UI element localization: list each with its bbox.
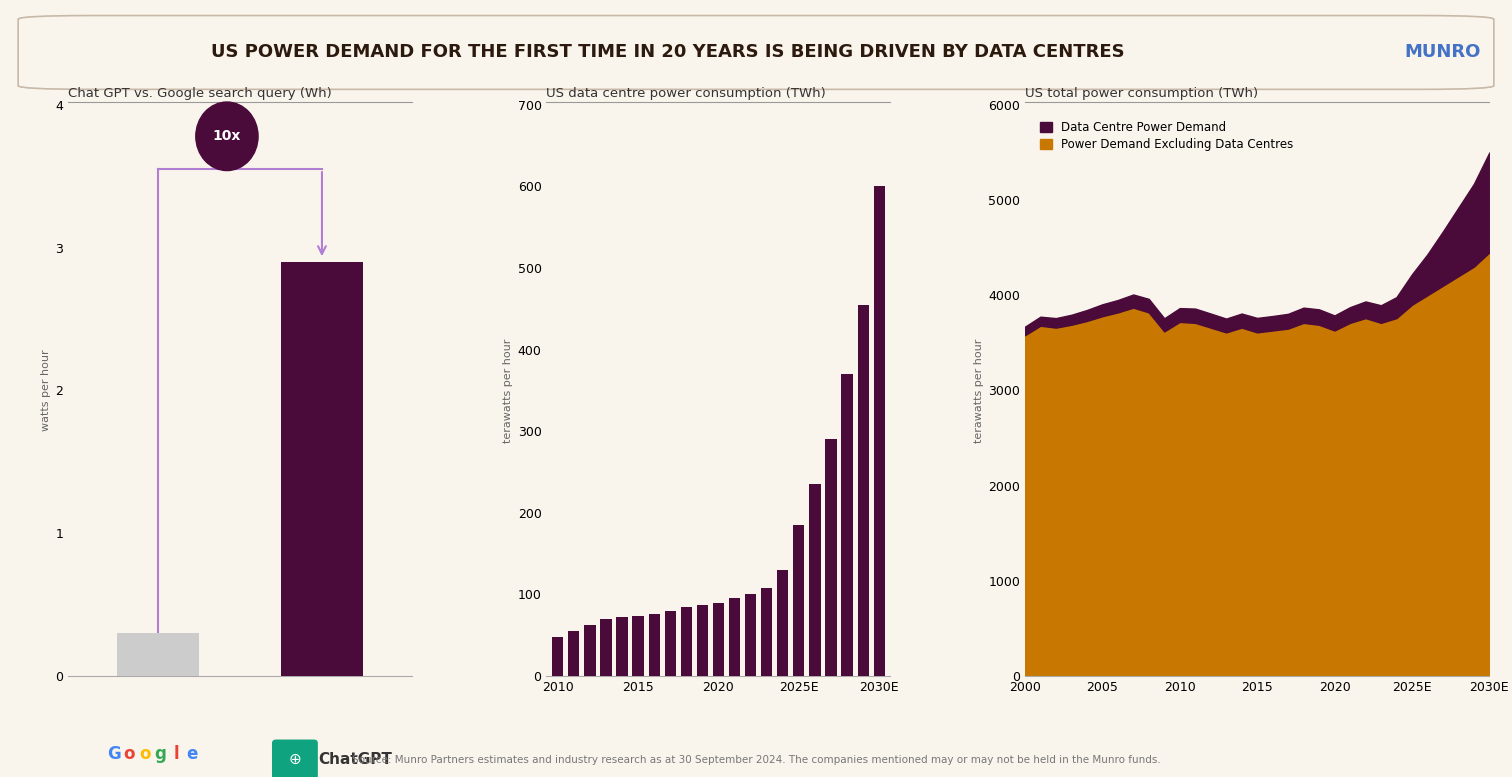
Bar	[761, 588, 773, 676]
Bar	[857, 305, 869, 676]
Legend: Data Centre Power Demand, Power Demand Excluding Data Centres: Data Centre Power Demand, Power Demand E…	[1036, 117, 1299, 155]
Text: Chat GPT vs. Google search query (Wh): Chat GPT vs. Google search query (Wh)	[68, 86, 331, 99]
Text: 10x: 10x	[213, 129, 240, 143]
Bar	[632, 616, 644, 676]
Text: ⊕: ⊕	[289, 752, 301, 767]
Text: US data centre power consumption (TWh): US data centre power consumption (TWh)	[546, 86, 826, 99]
Bar	[118, 633, 200, 676]
Bar	[697, 605, 708, 676]
Y-axis label: terawatts per hour: terawatts per hour	[974, 338, 984, 443]
Bar	[794, 525, 804, 676]
Y-axis label: watts per hour: watts per hour	[41, 350, 51, 431]
Bar	[874, 186, 885, 676]
Bar	[680, 608, 692, 676]
Text: e: e	[186, 744, 198, 762]
FancyBboxPatch shape	[272, 740, 318, 777]
Ellipse shape	[197, 102, 259, 171]
Bar	[665, 611, 676, 676]
Text: g: g	[154, 744, 166, 762]
FancyBboxPatch shape	[18, 16, 1494, 89]
Text: o: o	[139, 744, 151, 762]
Bar	[809, 484, 821, 676]
Text: ChatGPT: ChatGPT	[318, 752, 392, 767]
Text: US total power consumption (TWh): US total power consumption (TWh)	[1025, 86, 1258, 99]
Text: MUNRO: MUNRO	[1405, 44, 1480, 61]
Text: US POWER DEMAND FOR THE FIRST TIME IN 20 YEARS IS BEING DRIVEN BY DATA CENTRES: US POWER DEMAND FOR THE FIRST TIME IN 20…	[210, 44, 1125, 61]
Bar	[649, 614, 659, 676]
Bar	[584, 625, 596, 676]
Bar	[712, 603, 724, 676]
Bar	[729, 598, 741, 676]
Text: Source: Munro Partners estimates and industry research as at 30 September 2024. : Source: Munro Partners estimates and ind…	[352, 755, 1160, 765]
Text: o: o	[124, 744, 135, 762]
Bar	[281, 262, 363, 676]
Bar	[600, 618, 611, 676]
Bar	[745, 594, 756, 676]
Bar	[569, 631, 579, 676]
Bar	[826, 439, 836, 676]
Text: G: G	[107, 744, 121, 762]
Text: l: l	[174, 744, 178, 762]
Bar	[842, 375, 853, 676]
Bar	[617, 617, 627, 676]
Bar	[552, 637, 564, 676]
Y-axis label: terawatts per hour: terawatts per hour	[503, 338, 514, 443]
Bar	[777, 570, 788, 676]
